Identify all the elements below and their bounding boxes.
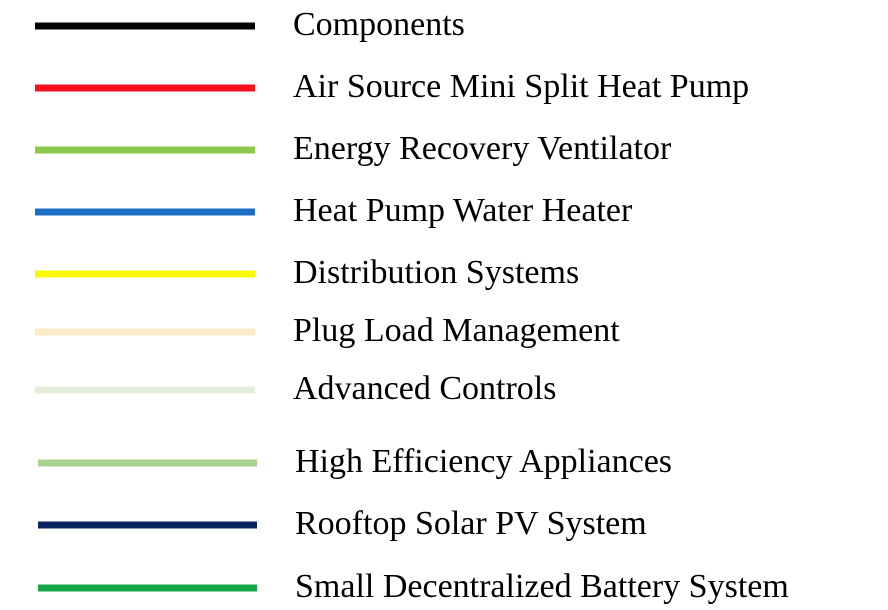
- legend-label: Rooftop Solar PV System: [295, 505, 647, 542]
- legend-label: Small Decentralized Battery System: [295, 568, 789, 605]
- legend-label: Plug Load Management: [293, 312, 620, 349]
- legend-label: Distribution Systems: [293, 254, 579, 291]
- legend-label: Heat Pump Water Heater: [293, 192, 633, 229]
- legend-label: High Efficiency Appliances: [295, 443, 672, 480]
- legend-label: Components: [293, 6, 465, 43]
- legend-label: Air Source Mini Split Heat Pump: [293, 68, 749, 105]
- legend-label: Advanced Controls: [293, 370, 556, 407]
- legend-label: Energy Recovery Ventilator: [293, 130, 672, 167]
